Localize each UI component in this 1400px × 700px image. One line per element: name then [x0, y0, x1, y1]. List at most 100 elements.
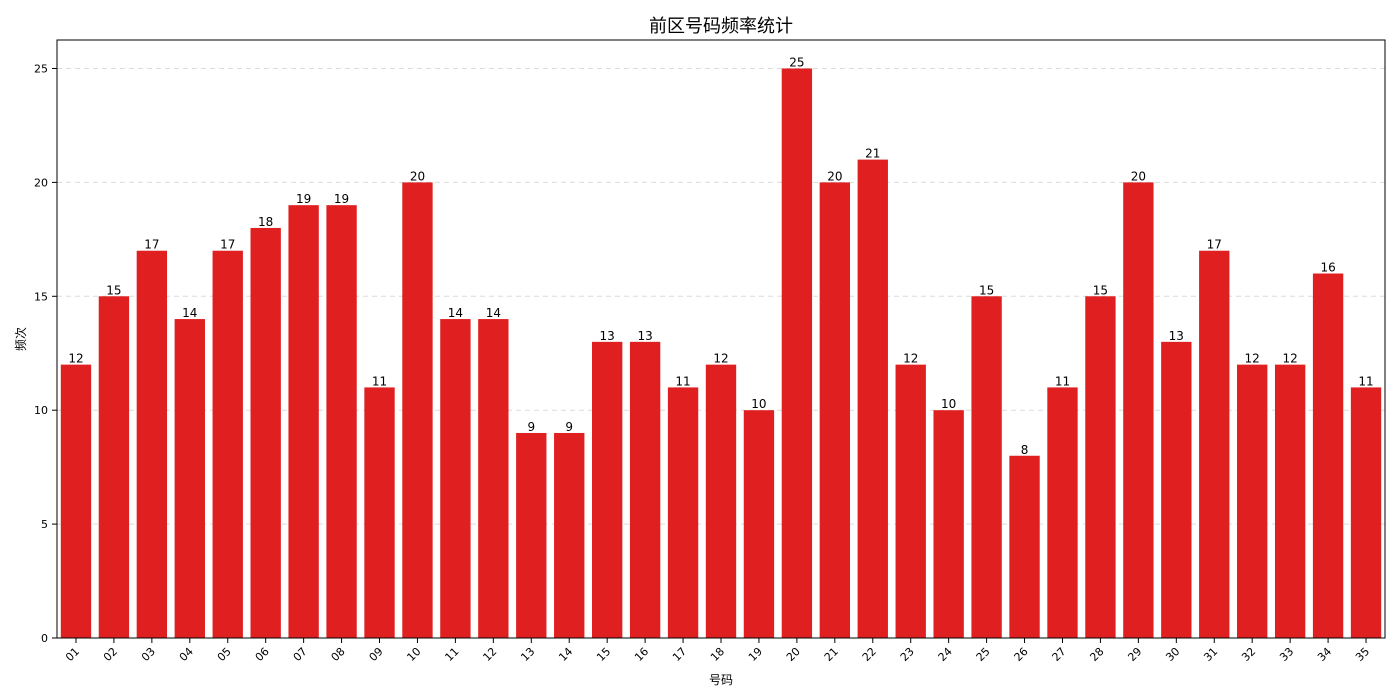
data-label-17: 11 — [675, 374, 690, 388]
data-label-22: 21 — [865, 147, 880, 161]
x-tick-label-09: 09 — [367, 645, 386, 664]
data-label-02: 15 — [106, 283, 121, 297]
data-label-14: 9 — [565, 420, 573, 434]
y-tick-label: 20 — [34, 176, 48, 189]
x-tick-label-15: 15 — [594, 645, 613, 664]
bar-34 — [1312, 273, 1344, 638]
x-tick-label-08: 08 — [329, 645, 348, 664]
y-axis: 0 5 10 15 20 25 — [34, 62, 57, 645]
bar-20 — [781, 68, 813, 638]
x-tick-label-02: 02 — [101, 645, 120, 664]
x-tick-label-31: 31 — [1201, 645, 1220, 664]
bar-29 — [1123, 182, 1154, 638]
data-label-03: 17 — [144, 238, 159, 252]
data-label-04: 14 — [182, 306, 197, 320]
bar-22 — [857, 159, 888, 638]
data-label-16: 13 — [637, 329, 652, 343]
bar-33 — [1274, 364, 1306, 638]
x-tick-label-20: 20 — [784, 645, 803, 664]
data-label-32: 12 — [1245, 352, 1260, 366]
x-tick-label-28: 28 — [1087, 645, 1106, 664]
data-label-11: 14 — [448, 306, 463, 320]
bar-24 — [933, 410, 964, 638]
data-label-12: 14 — [486, 306, 501, 320]
plot-frame — [56, 39, 1386, 639]
x-tick-label-10: 10 — [404, 645, 423, 664]
data-label-05: 17 — [220, 238, 235, 252]
bar-07 — [288, 205, 319, 638]
bar-25 — [971, 296, 1002, 638]
data-label-13: 9 — [527, 420, 535, 434]
bar-05 — [212, 250, 243, 638]
data-label-30: 13 — [1169, 329, 1184, 343]
bar-08 — [326, 205, 357, 638]
x-tick-label-16: 16 — [632, 645, 651, 664]
bar-15 — [591, 341, 623, 638]
x-tick-label-34: 34 — [1315, 645, 1334, 664]
bar-32 — [1237, 364, 1268, 638]
data-label-20: 25 — [789, 55, 804, 69]
x-tick-label-11: 11 — [442, 645, 461, 664]
bar-14 — [554, 432, 585, 638]
bar-26 — [1009, 455, 1040, 638]
y-tick-label: 15 — [34, 290, 48, 303]
x-tick-label-30: 30 — [1163, 645, 1182, 664]
bar-35 — [1350, 387, 1382, 638]
x-axis: 01 02 03 04 05 06 07 08 09 10 11 12 13 14 15 16 17 18 19 20… — [63, 638, 1372, 664]
x-tick-label-33: 33 — [1277, 645, 1296, 664]
x-tick-label-19: 19 — [746, 645, 765, 664]
x-tick-label-17: 17 — [670, 645, 689, 664]
y-axis-label: 频次 — [14, 327, 28, 351]
data-label-09: 11 — [372, 374, 387, 388]
x-tick-label-21: 21 — [822, 645, 841, 664]
bar-18 — [705, 364, 737, 638]
x-tick-label-07: 07 — [291, 645, 310, 664]
x-tick-label-27: 27 — [1050, 645, 1069, 664]
bar-21 — [819, 182, 851, 638]
bar-02 — [98, 296, 130, 638]
x-tick-label-24: 24 — [936, 645, 955, 664]
bar-10 — [402, 182, 433, 638]
bar-23 — [895, 364, 926, 638]
x-tick-label-25: 25 — [974, 645, 993, 664]
data-labels: 12 15 17 14 17 18 19 19 11 20 14 14 9 9 13 13 11 12 10 25 20… — [68, 55, 1373, 456]
x-tick-label-18: 18 — [708, 645, 727, 664]
bar-31 — [1199, 250, 1230, 638]
y-tick-label: 5 — [41, 518, 48, 531]
x-tick-label-32: 32 — [1239, 645, 1258, 664]
bar-17 — [667, 387, 699, 638]
y-tick-label: 0 — [41, 632, 48, 645]
data-label-34: 16 — [1320, 261, 1335, 275]
data-label-24: 10 — [941, 397, 956, 411]
x-axis-label: 号码 — [709, 673, 733, 687]
bar-03 — [136, 250, 168, 638]
data-label-31: 17 — [1207, 238, 1222, 252]
y-tick-label: 10 — [34, 404, 48, 417]
x-tick-label-29: 29 — [1125, 645, 1144, 664]
data-label-33: 12 — [1283, 352, 1298, 366]
x-tick-label-12: 12 — [480, 645, 499, 664]
data-label-27: 11 — [1055, 374, 1070, 388]
x-tick-label-14: 14 — [556, 645, 575, 664]
x-tick-label-13: 13 — [518, 645, 537, 664]
x-tick-label-03: 03 — [139, 645, 158, 664]
data-label-26: 8 — [1021, 443, 1029, 457]
bars — [60, 68, 1382, 638]
data-label-15: 13 — [600, 329, 615, 343]
bar-09 — [364, 387, 395, 638]
x-tick-label-01: 01 — [63, 645, 82, 664]
bar-19 — [743, 410, 775, 638]
bar-27 — [1047, 387, 1078, 638]
data-label-28: 15 — [1093, 283, 1108, 297]
data-label-08: 19 — [334, 192, 349, 206]
bar-12 — [478, 319, 509, 638]
x-tick-label-35: 35 — [1353, 645, 1372, 664]
data-label-06: 18 — [258, 215, 273, 229]
x-tick-label-22: 22 — [860, 645, 879, 664]
data-label-21: 20 — [827, 169, 842, 183]
data-label-23: 12 — [903, 352, 918, 366]
x-tick-label-05: 05 — [215, 645, 234, 664]
x-tick-label-04: 04 — [177, 645, 196, 664]
data-label-25: 15 — [979, 283, 994, 297]
